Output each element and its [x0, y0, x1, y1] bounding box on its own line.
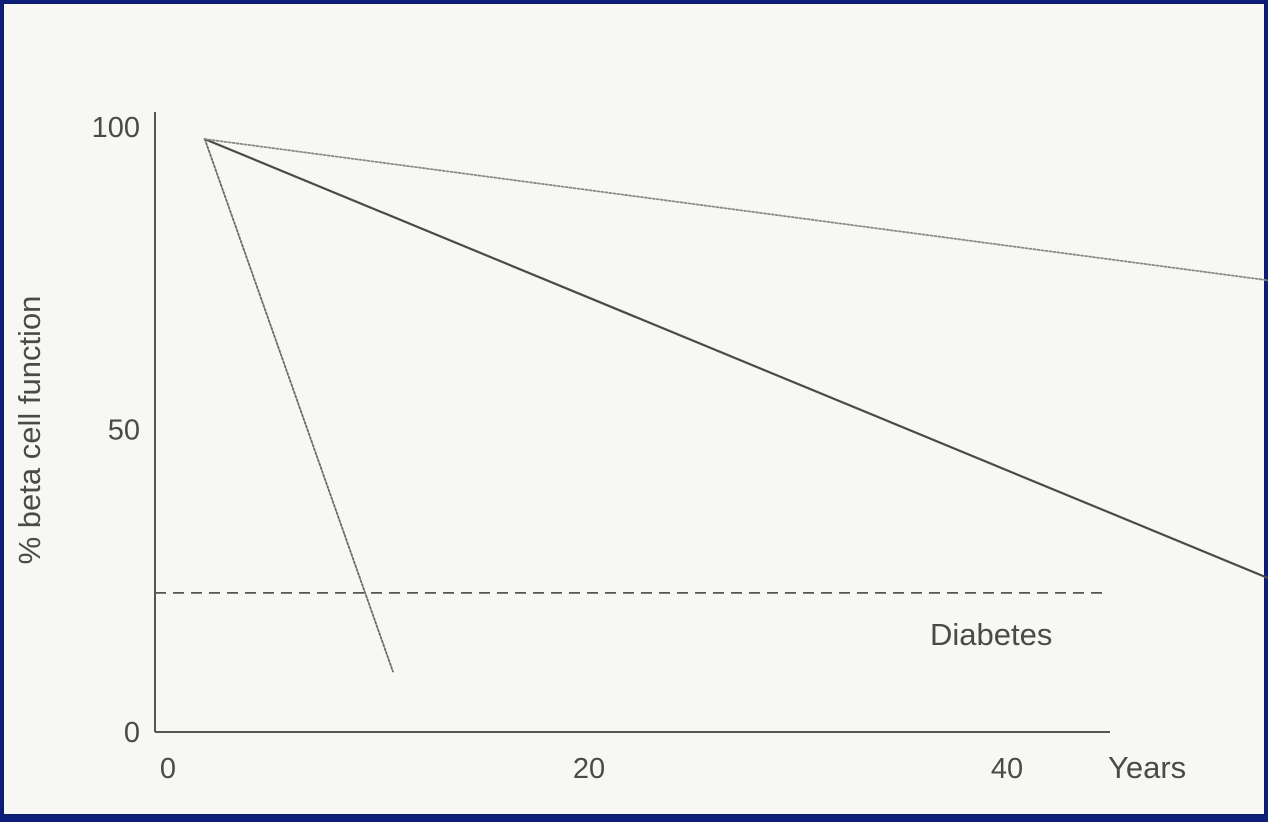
y-axis-label: % beta cell function: [12, 296, 47, 565]
x-tick-label-0: 0: [160, 753, 176, 785]
y-tick-label-50: 50: [108, 415, 140, 447]
axes: [154, 112, 1110, 733]
x-axis-label: Years: [1108, 750, 1186, 785]
fast-decline-line: [203, 138, 394, 673]
y-tick-label-100: 100: [92, 112, 140, 144]
x-tick-label-40: 40: [991, 753, 1023, 785]
series-layer: [203, 138, 1268, 673]
x-tick-label-20: 20: [573, 753, 605, 785]
slow-decline-line: [203, 138, 1268, 282]
y-tick-label-0: 0: [124, 717, 140, 749]
chart-frame: [3, 3, 1265, 815]
moderate-decline-line: [203, 138, 1268, 580]
ticks: 050100020406080: [92, 112, 1024, 785]
threshold-label: Diabetes: [930, 617, 1052, 652]
